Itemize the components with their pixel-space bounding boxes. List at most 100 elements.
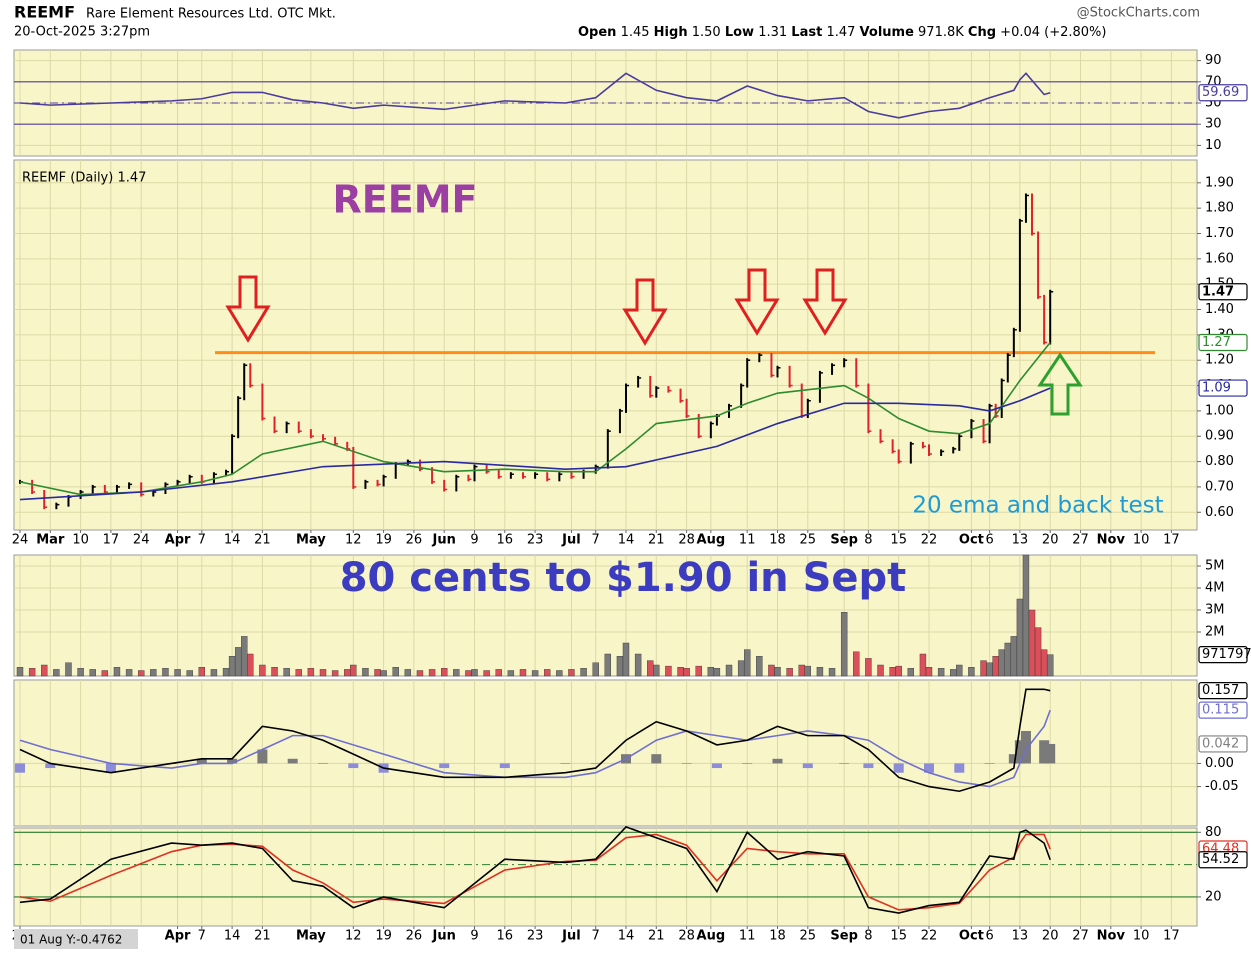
volume-bar [259, 664, 266, 677]
x-tick-label: 15 [890, 929, 907, 944]
x-tick-label: 20 [1042, 533, 1059, 548]
volume-bar [665, 665, 672, 677]
volume-bar [65, 662, 72, 677]
y-tick-label: 1.80 [1205, 201, 1234, 216]
volume-bar [53, 669, 60, 677]
y-tick-label: 2M [1205, 625, 1225, 640]
y-tick-label: 0.70 [1205, 479, 1234, 494]
x-tick-label: Aug [697, 533, 726, 548]
volume-bar [392, 667, 399, 677]
histogram-bar [257, 749, 268, 764]
volume-bar [647, 660, 654, 677]
x-tick-label: 11 [739, 929, 756, 944]
volume-bar [77, 668, 84, 677]
cursor-box [14, 929, 138, 949]
volume-bar [798, 664, 805, 677]
x-tick-label: 21 [648, 533, 665, 548]
volume-bar [919, 653, 927, 677]
volume-bar [247, 653, 254, 677]
x-tick-label: 12 [345, 929, 362, 944]
x-tick-label: 17 [103, 533, 120, 548]
volume-bar [725, 664, 733, 677]
x-tick-label: 16 [497, 533, 514, 548]
y-tick-label: 1.60 [1205, 251, 1234, 266]
volume-bar [125, 669, 133, 677]
histogram-bar [863, 763, 874, 769]
volume-bar [889, 667, 896, 677]
x-tick-label: 7 [592, 533, 600, 548]
x-tick-label: Jul [561, 533, 581, 548]
last-value-label: 1.27 [1202, 335, 1231, 350]
x-tick-label: 11 [739, 533, 756, 548]
series-line [19, 387, 1051, 501]
volume-bar [241, 636, 248, 677]
histogram-bar [1039, 740, 1050, 764]
y-tick-label: 1.40 [1205, 302, 1234, 317]
x-tick-label: Apr [165, 533, 191, 548]
x-tick-label: 24 [133, 533, 150, 548]
volume-bar [228, 656, 236, 677]
x-tick-label: 25 [800, 929, 817, 944]
volume-bar [865, 658, 872, 677]
x-tick-label: 27 [1072, 533, 1089, 548]
y-tick-label: 1.00 [1205, 403, 1234, 418]
x-tick-label: Aug [697, 929, 726, 944]
volume-bar [162, 668, 169, 677]
x-tick-label: 25 [800, 533, 817, 548]
volume-bar [137, 670, 145, 677]
volume-bar [713, 668, 721, 677]
histogram-bar [196, 758, 207, 764]
last-value-label: 0.042 [1202, 736, 1239, 751]
last-value-label: 0.157 [1202, 683, 1239, 698]
last-value-box [1198, 682, 1248, 700]
volume-bar [101, 670, 109, 677]
y-tick-label: 0.80 [1205, 454, 1234, 469]
volume-bar [737, 660, 745, 677]
volume-bar [453, 669, 460, 677]
x-tick-label: 16 [497, 929, 514, 944]
volume-bar [695, 665, 702, 677]
timestamp: 20-Oct-2025 3:27pm [14, 25, 150, 40]
x-tick-label: 10 [1133, 929, 1150, 944]
x-tick-label: 9 [470, 929, 478, 944]
volume-bar [1022, 554, 1030, 677]
histogram-bar [560, 763, 571, 764]
quote-value: 971.8K [918, 25, 964, 40]
histogram-bar [1014, 740, 1025, 764]
x-tick-label: 19 [375, 929, 392, 944]
volume-bar [804, 665, 811, 677]
volume-bar [744, 649, 751, 677]
x-tick-label: May [296, 533, 326, 548]
last-value-label: 1.09 [1202, 381, 1231, 396]
x-tick-label: 26 [406, 929, 423, 944]
volume-bar [222, 668, 230, 677]
volume-bar [828, 668, 836, 677]
quote-label: Last [791, 25, 822, 40]
volume-bar [1004, 642, 1011, 677]
volume-bar [677, 667, 684, 677]
volume-bar [756, 656, 763, 677]
volume-bar [41, 664, 48, 677]
company-name: Rare Element Resources Ltd. OTC Mkt. [86, 7, 336, 22]
down-arrow [734, 268, 780, 336]
volume-bar [992, 656, 999, 677]
x-tick-label: May [296, 929, 326, 944]
histogram-bar [227, 758, 238, 764]
volume-bar [362, 668, 369, 677]
last-value-box [1198, 84, 1248, 102]
volume-bar [877, 664, 884, 677]
x-tick-label: 14 [224, 929, 241, 944]
last-value-label: 59.69 [1202, 85, 1239, 100]
cursor-label: 01 Aug Y:-0.4762 [20, 933, 122, 947]
y-tick-label: 20 [1205, 889, 1222, 904]
volume-bar [1028, 609, 1036, 677]
volume-bar [89, 669, 96, 677]
volume-bar [1034, 627, 1042, 677]
volume-bar [544, 669, 551, 677]
histogram-bar [924, 763, 934, 773]
volume-bar [786, 668, 793, 677]
x-tick-label: Jun [432, 533, 456, 548]
series-line [19, 72, 1051, 119]
down-arrow [225, 275, 271, 343]
